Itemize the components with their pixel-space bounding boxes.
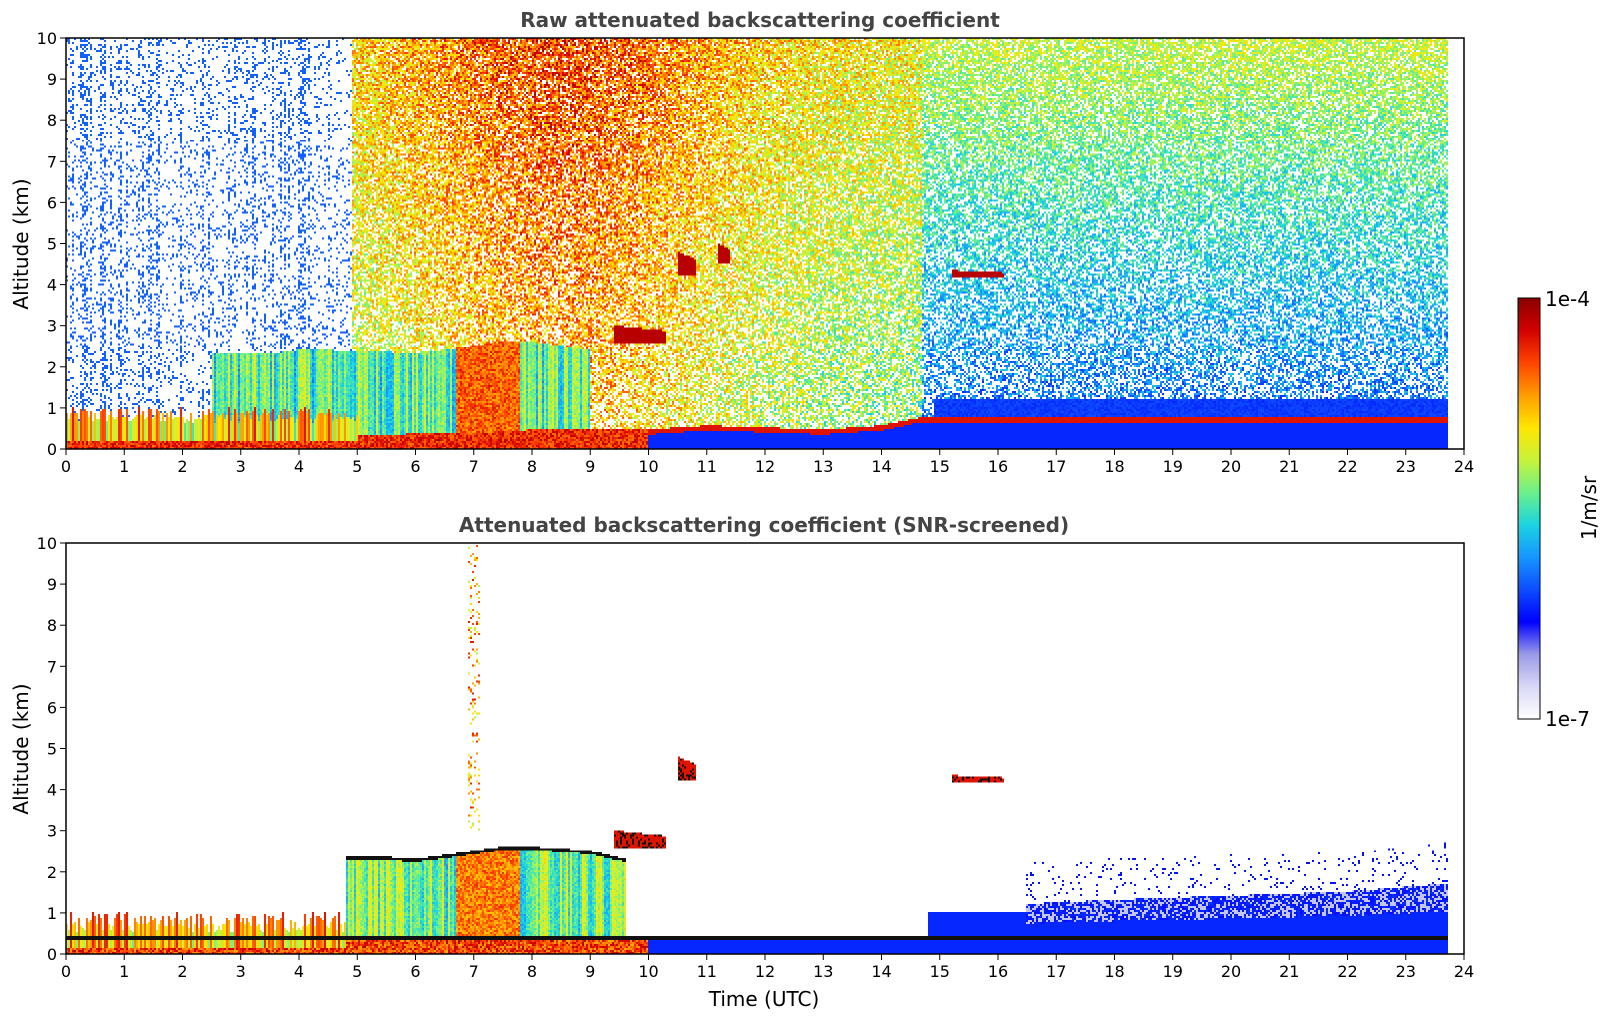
y-tick-label: 9 (47, 575, 57, 594)
x-tick-label: 3 (236, 457, 246, 476)
x-tick-label: 1 (119, 457, 129, 476)
x-tick-label: 12 (755, 962, 775, 981)
y-tick-label: 9 (47, 70, 57, 89)
x-tick-label: 6 (410, 457, 420, 476)
x-tick-label: 2 (177, 962, 187, 981)
x-tick-label: 9 (585, 457, 595, 476)
x-tick-label: 10 (638, 457, 658, 476)
x-tick-label: 14 (871, 962, 891, 981)
x-tick-label: 13 (813, 962, 833, 981)
x-tick-label: 24 (1454, 457, 1474, 476)
screened-panel-title: Attenuated backscattering coefficient (S… (459, 513, 1069, 537)
raw-heatmap (66, 38, 1464, 449)
screened-y-axis: 0 1 2 3 4 5 6 7 8 9 10 (37, 534, 66, 964)
x-tick-label: 6 (410, 962, 420, 981)
y-tick-label: 3 (47, 822, 57, 841)
x-tick-label: 21 (1279, 457, 1299, 476)
x-tick-label: 22 (1337, 962, 1357, 981)
x-tick-label: 15 (930, 962, 950, 981)
x-tick-label: 11 (697, 962, 717, 981)
x-tick-label: 7 (469, 457, 479, 476)
y-tick-label: 6 (47, 193, 57, 212)
x-tick-label: 14 (871, 457, 891, 476)
y-tick-label: 4 (47, 781, 57, 800)
y-tick-label: 7 (47, 657, 57, 676)
raw-backscatter-panel: Raw attenuated backscattering coefficien… (9, 8, 1474, 476)
x-tick-label: 21 (1279, 962, 1299, 981)
y-tick-label: 7 (47, 152, 57, 171)
y-tick-label: 2 (47, 863, 57, 882)
x-tick-label: 18 (1104, 457, 1124, 476)
x-tick-label: 5 (352, 962, 362, 981)
x-tick-label: 19 (1163, 457, 1183, 476)
colorbar: 1e-4 1e-7 1/m/sr (1517, 287, 1601, 731)
x-tick-label: 4 (294, 962, 304, 981)
x-tick-label: 15 (930, 457, 950, 476)
x-tick-label: 17 (1046, 457, 1066, 476)
y-tick-label: 2 (47, 358, 57, 377)
raw-x-axis: 0 1 2 3 4 5 6 7 8 9 10 11 12 13 14 15 16 17 18 19 20 21 22 23 24 (61, 449, 1474, 476)
y-tick-label: 8 (47, 111, 57, 130)
colorbar-gradient (1517, 297, 1541, 720)
raw-y-axis: 0 1 2 3 4 5 6 7 8 9 10 (37, 29, 66, 459)
y-tick-label: 10 (37, 534, 57, 553)
y-tick-label: 0 (47, 945, 57, 964)
y-tick-label: 0 (47, 440, 57, 459)
y-tick-label: 8 (47, 616, 57, 635)
x-tick-label: 16 (988, 457, 1008, 476)
x-tick-label: 4 (294, 457, 304, 476)
y-tick-label: 5 (47, 235, 57, 254)
screened-x-axis: 0 1 2 3 4 5 6 7 8 9 10 11 12 13 14 15 16 17 18 19 20 21 22 23 24 (61, 954, 1474, 981)
x-tick-label: 23 (1396, 457, 1416, 476)
x-tick-label: 20 (1221, 962, 1241, 981)
screened-backscatter-panel: Attenuated backscattering coefficient (S… (9, 513, 1474, 1011)
x-tick-label: 24 (1454, 962, 1474, 981)
x-tick-label: 23 (1396, 962, 1416, 981)
x-tick-label: 19 (1163, 962, 1183, 981)
x-tick-label: 16 (988, 962, 1008, 981)
y-tick-label: 1 (47, 904, 57, 923)
x-tick-label: 2 (177, 457, 187, 476)
raw-y-axis-label: Altitude (km) (9, 178, 33, 309)
x-tick-label: 8 (527, 457, 537, 476)
screened-y-axis-label: Altitude (km) (9, 683, 33, 814)
x-tick-label: 8 (527, 962, 537, 981)
y-tick-label: 1 (47, 399, 57, 418)
x-tick-label: 22 (1337, 457, 1357, 476)
raw-panel-title: Raw attenuated backscattering coefficien… (520, 8, 1000, 32)
x-tick-label: 17 (1046, 962, 1066, 981)
time-axis-label: Time (UTC) (708, 987, 820, 1011)
x-tick-label: 20 (1221, 457, 1241, 476)
y-tick-label: 3 (47, 317, 57, 336)
x-tick-label: 0 (61, 457, 71, 476)
colorbar-min-label: 1e-7 (1545, 707, 1590, 731)
x-tick-label: 13 (813, 457, 833, 476)
x-tick-label: 9 (585, 962, 595, 981)
y-tick-label: 5 (47, 740, 57, 759)
x-tick-label: 10 (638, 962, 658, 981)
x-tick-label: 12 (755, 457, 775, 476)
x-tick-label: 18 (1104, 962, 1124, 981)
x-tick-label: 5 (352, 457, 362, 476)
y-tick-label: 4 (47, 276, 57, 295)
x-tick-label: 3 (236, 962, 246, 981)
y-tick-label: 10 (37, 29, 57, 48)
x-tick-label: 1 (119, 962, 129, 981)
y-tick-label: 6 (47, 698, 57, 717)
x-tick-label: 11 (697, 457, 717, 476)
x-tick-label: 7 (469, 962, 479, 981)
colorbar-unit-label: 1/m/sr (1577, 475, 1601, 540)
x-tick-label: 0 (61, 962, 71, 981)
colorbar-max-label: 1e-4 (1545, 287, 1590, 311)
screened-heatmap (66, 543, 1464, 954)
